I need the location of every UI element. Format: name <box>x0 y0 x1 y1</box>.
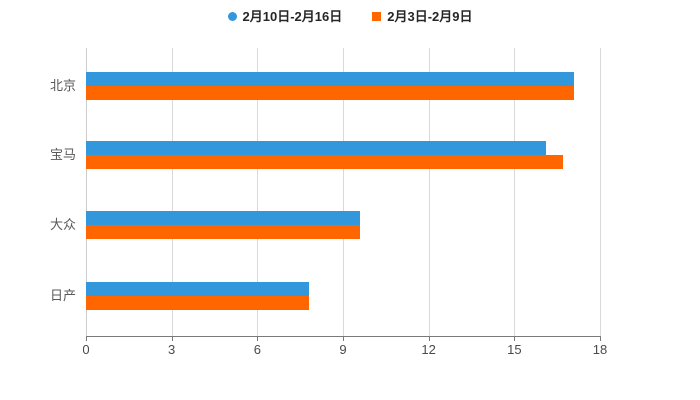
x-tick-mark <box>428 336 430 341</box>
bar-row-nissan <box>86 282 600 310</box>
gridline <box>343 48 344 336</box>
legend-square-marker-icon <box>372 11 382 21</box>
y-axis-label-beijing: 北京 <box>49 78 76 93</box>
x-tick-mark <box>514 336 516 341</box>
bar-nissan-previous[interactable] <box>86 296 309 310</box>
y-axis-label-bmw: 宝马 <box>49 147 76 162</box>
x-tick-label: 3 <box>168 342 176 357</box>
x-tick-label: 15 <box>507 342 522 357</box>
legend-item-week-previous[interactable]: 2月3日-2月9日 <box>372 10 472 23</box>
legend-circle-marker-icon <box>227 11 237 21</box>
bar-nissan-current[interactable] <box>86 282 309 296</box>
bar-row-beijing <box>86 72 600 100</box>
legend-label: 2月10日-2月16日 <box>242 8 343 24</box>
x-tick-mark <box>257 336 259 341</box>
gridline <box>600 48 601 336</box>
x-tick-mark <box>171 336 173 341</box>
legend-label: 2月3日-2月9日 <box>387 8 473 24</box>
y-axis-line <box>86 48 87 336</box>
x-tick-mark <box>343 336 344 341</box>
bar-beijing-current[interactable] <box>86 72 575 86</box>
x-tick-mark <box>600 336 601 341</box>
y-axis-label-vw: 大众 <box>49 217 76 232</box>
bar-row-bmw <box>86 141 600 169</box>
bar-bmw-current[interactable] <box>86 141 546 155</box>
x-tick-label: 0 <box>82 342 90 357</box>
x-tick-mark <box>86 336 87 341</box>
x-tick-label: 12 <box>421 342 436 357</box>
bar-bmw-previous[interactable] <box>86 155 563 169</box>
legend-item-week-current[interactable]: 2月10日-2月16日 <box>227 8 343 24</box>
bar-vw-current[interactable] <box>86 211 361 225</box>
gridline <box>257 48 259 336</box>
y-axis-label-nissan: 日产 <box>49 288 76 303</box>
x-tick-label: 6 <box>253 342 261 357</box>
gridline <box>428 48 430 336</box>
chart-legend: 2月10日-2月16日 2月3日-2月9日 <box>0 6 700 26</box>
gridline <box>171 48 173 336</box>
x-tick-label: 18 <box>592 342 608 357</box>
bar-beijing-previous[interactable] <box>86 86 575 100</box>
gridline <box>514 48 516 336</box>
x-tick-label: 9 <box>339 342 347 357</box>
plot-area: 0 3 6 9 12 15 18 <box>82 48 607 356</box>
bar-row-vw <box>86 211 600 239</box>
bar-vw-previous[interactable] <box>86 225 361 239</box>
